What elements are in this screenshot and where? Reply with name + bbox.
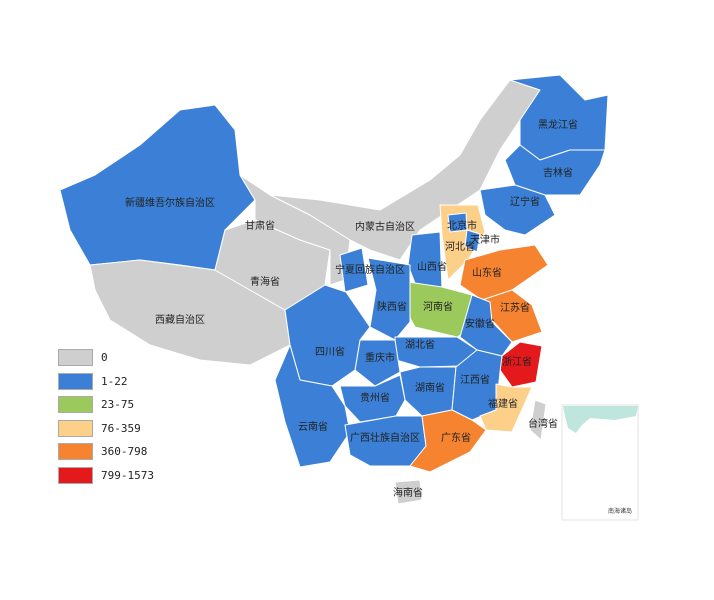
province-label-shanxi: 山西省 (417, 260, 447, 273)
province-label-anhui: 安徽省 (465, 317, 495, 330)
province-label-shaanxi: 陕西省 (377, 300, 407, 313)
legend-item: 1-22 (58, 370, 154, 394)
province-label-guangdong: 广东省 (441, 431, 471, 444)
legend-label: 799-1573 (101, 468, 154, 482)
legend-item: 23-75 (58, 393, 154, 417)
province-label-guizhou: 贵州省 (360, 391, 390, 404)
province-guangdong (409, 409, 487, 473)
legend-swatch (58, 466, 93, 484)
province-shandong (459, 244, 549, 301)
province-label-jiangxi: 江西省 (460, 373, 490, 386)
legend-item: 76-359 (58, 417, 154, 441)
province-label-shandong: 山东省 (472, 266, 502, 279)
legend-item: 360-798 (58, 440, 154, 464)
inset-coastline (563, 406, 638, 433)
legend-label: 76-359 (101, 421, 141, 435)
province-label-gansu: 甘肃省 (245, 219, 275, 232)
province-label-hainan: 海南省 (393, 486, 423, 499)
legend-swatch (58, 372, 93, 390)
legend-item: 799-1573 (58, 464, 154, 488)
province-label-zhejiang: 浙江省 (502, 355, 532, 368)
province-label-beijing: 北京市 (447, 219, 477, 232)
province-label-henan: 河南省 (423, 300, 453, 313)
province-label-ningxia: 宁夏回族自治区 (335, 263, 405, 276)
province-tianjin (464, 229, 481, 253)
province-taiwan (529, 399, 547, 441)
legend-swatch (58, 443, 93, 461)
province-label-neimenggu: 内蒙古自治区 (355, 220, 415, 233)
legend-label: 1-22 (101, 374, 128, 388)
inset-label: 南海诸岛 (608, 507, 632, 515)
south-china-sea-inset: 南海诸岛 (561, 404, 639, 521)
province-yunnan (274, 344, 351, 468)
province-anhui (459, 294, 513, 357)
province-label-chongqing: 重庆市 (365, 351, 395, 364)
legend-label: 0 (101, 351, 108, 365)
legend-swatch (58, 349, 93, 367)
province-hainan (394, 479, 423, 505)
legend-label: 23-75 (101, 398, 135, 412)
province-label-tianjin: 天津市 (470, 233, 500, 246)
province-label-xinjiang: 新疆维吾尔族自治区 (125, 196, 215, 209)
province-label-jilin: 吉林省 (543, 166, 573, 179)
province-label-hunan: 湖南省 (415, 381, 445, 394)
province-guizhou (339, 374, 406, 423)
province-label-yunnan: 云南省 (298, 420, 328, 433)
province-label-hubei: 湖北省 (405, 338, 435, 351)
province-label-hebei: 河北省 (445, 240, 475, 253)
province-jilin (504, 144, 606, 196)
province-fujian (479, 383, 533, 433)
province-ningxia (339, 247, 369, 293)
province-label-jiangsu: 江苏省 (500, 301, 530, 314)
province-neimenggu (269, 79, 541, 261)
legend-swatch (58, 419, 93, 437)
province-label-xizang: 西藏自治区 (155, 313, 205, 326)
province-label-heilongjiang: 黑龙江省 (538, 118, 578, 131)
legend-swatch (58, 396, 93, 414)
province-label-guangxi: 广西壮族自治区 (350, 431, 420, 444)
province-liaoning (479, 184, 556, 236)
province-label-fujian: 福建省 (488, 397, 518, 410)
province-label-liaoning: 辽宁省 (510, 195, 540, 208)
legend-item: 0 (58, 346, 154, 370)
province-label-sichuan: 四川省 (315, 345, 345, 358)
legend-label: 360-798 (101, 445, 148, 459)
province-label-qinghai: 青海省 (250, 275, 280, 288)
province-label-taiwan: 台湾省 (528, 417, 558, 430)
legend: 0 1-22 23-75 76-359 360-798 799-1573 (58, 346, 154, 487)
province-xizang (89, 259, 291, 366)
